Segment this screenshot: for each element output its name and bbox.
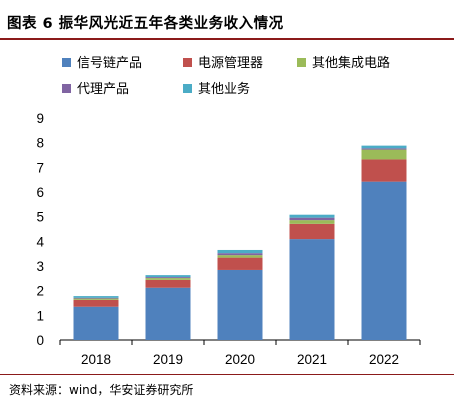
y-tick-label: 1 (36, 308, 44, 323)
y-tick-label: 6 (36, 185, 44, 200)
y-tick-label: 7 (36, 160, 44, 175)
bar-segment (361, 159, 407, 182)
bar-segment (145, 278, 191, 280)
bar-segment (361, 181, 407, 340)
legend-label: 其他集成电路 (312, 55, 390, 71)
bars (73, 145, 407, 340)
bar-segment (73, 299, 119, 307)
x-tick-label: 2019 (153, 352, 183, 367)
bar-segment (145, 277, 191, 279)
bar-segment (289, 214, 335, 218)
bar-segment (217, 269, 263, 340)
x-tick-label: 2021 (297, 352, 327, 367)
y-tick-label: 2 (36, 284, 44, 299)
bar-segment (361, 145, 407, 149)
bar-segment (289, 239, 335, 340)
bar-segment (145, 287, 191, 340)
x-tick-label: 2020 (225, 352, 255, 367)
y-tick-label: 9 (36, 111, 44, 126)
legend-swatch (183, 84, 192, 93)
legend-label: 代理产品 (77, 82, 129, 97)
legend-swatch (297, 58, 306, 67)
y-tick-label: 8 (36, 136, 44, 151)
bar-segment (73, 297, 119, 299)
y-tick-label: 0 (36, 333, 44, 348)
title-divider (0, 38, 454, 40)
bar-segment (217, 257, 263, 270)
bar-segment (289, 220, 335, 224)
bar-segment (361, 149, 407, 160)
chart-title: 图表 6 振华风光近五年各类业务收入情况 (7, 16, 284, 32)
source-divider (0, 374, 454, 375)
legend-label: 信号链产品 (77, 56, 142, 71)
bar-segment (289, 217, 335, 221)
y-tick-label: 3 (36, 259, 44, 274)
y-tick-label: 5 (36, 210, 44, 225)
bar-segment (289, 223, 335, 240)
legend-swatch (62, 84, 71, 93)
y-tick-label: 4 (36, 234, 44, 249)
x-tick-label: 2022 (369, 352, 399, 367)
bar-segment (217, 255, 263, 258)
bar-segment (145, 279, 191, 288)
bar-segment (73, 306, 119, 340)
legend-label: 其他业务 (198, 81, 250, 97)
bar-segment (217, 253, 263, 256)
tick-labels: 0 1 2 3 4 5 6 7 8 9 2018 2019 2020 2021 2022 (36, 111, 399, 367)
legend-label: 电源管理器 (198, 56, 263, 71)
source-note: 资料来源：wind，华安证券研究所 (9, 383, 194, 397)
legend-swatch (62, 58, 71, 67)
bar-segment (73, 296, 119, 298)
bar-segment (217, 249, 263, 254)
axes (59, 339, 421, 345)
bar-segment (361, 148, 407, 150)
bar-segment (145, 275, 191, 278)
x-tick-label: 2018 (81, 352, 111, 367)
bar-segment (73, 298, 119, 300)
legend-swatch (183, 58, 192, 67)
